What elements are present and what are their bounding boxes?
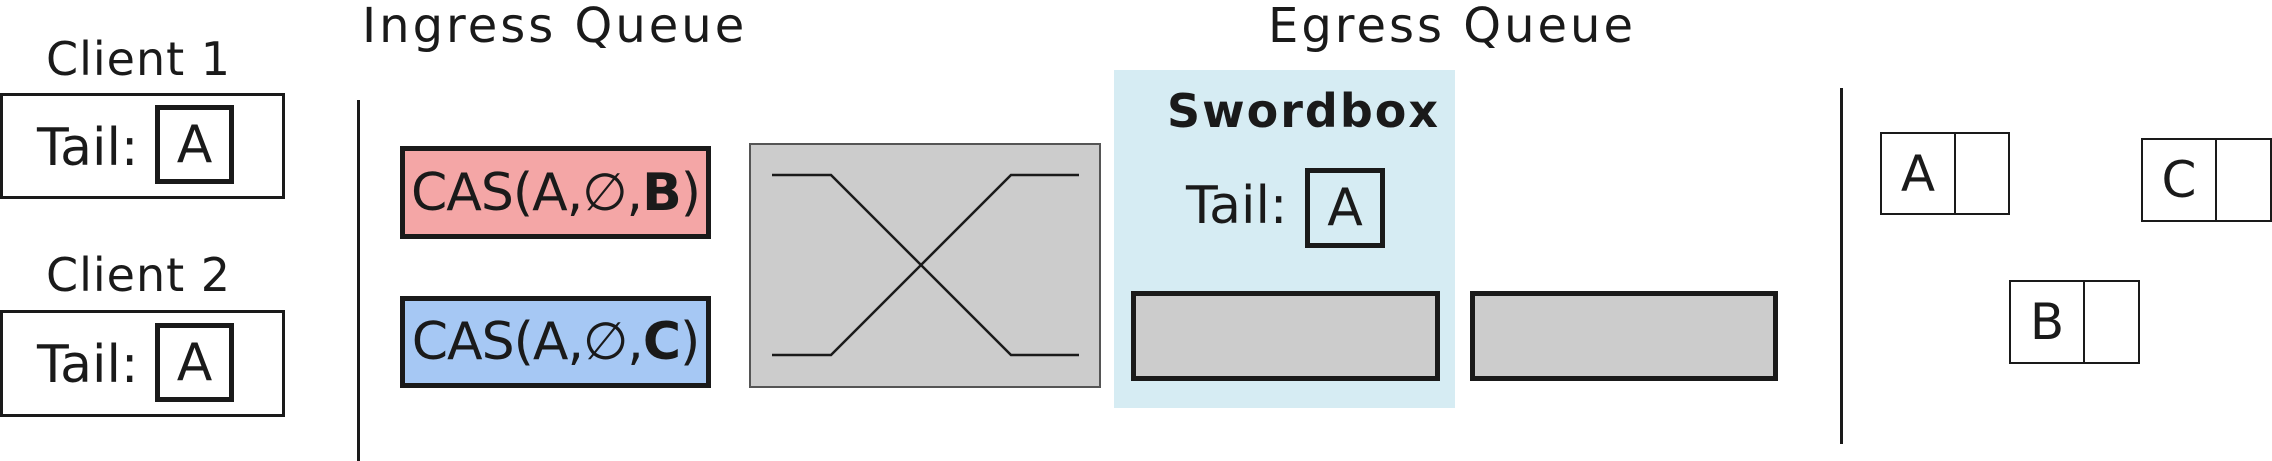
cas-request-c-suffix: ) — [679, 312, 700, 372]
ingress-queue-heading: Ingress Queue — [362, 0, 748, 54]
ingress-divider-line — [357, 100, 360, 461]
cas-request-b: CAS(A,∅, B) — [400, 146, 711, 239]
egress-queue-heading: Egress Queue — [1268, 0, 1636, 54]
client-1-tail-value: A — [155, 105, 234, 184]
cas-request-c-arg: C — [642, 312, 681, 372]
swordbox-queue-slot — [1131, 291, 1440, 381]
swordbox-tail-value: A — [1305, 168, 1385, 248]
client-1-label: Client 1 — [46, 32, 232, 86]
cas-request-b-prefix: CAS(A,∅, — [410, 162, 643, 223]
list-node-b: B — [2009, 280, 2140, 364]
swordbox-tail-label: Tail: — [1186, 176, 1288, 236]
client-2-tail-label: Tail: — [37, 335, 139, 395]
list-node-c-value: C — [2161, 151, 2197, 209]
client-2-label: Client 2 — [46, 248, 232, 302]
list-node-a: A — [1880, 132, 2010, 215]
list-node-a-pointer — [1954, 134, 2008, 213]
egress-queue-slot — [1470, 291, 1778, 381]
cas-request-c: CAS(A,∅, C) — [400, 296, 711, 388]
crossbar-path-top-to-bottom — [772, 173, 1079, 357]
list-node-a-value: A — [1900, 144, 1936, 203]
client-2-tail-value: A — [155, 323, 234, 402]
crossbar-switch — [749, 143, 1101, 388]
client-2-box: Tail: A — [0, 310, 285, 417]
client-1-tail-label: Tail: — [37, 118, 139, 178]
storage-divider-line — [1840, 88, 1843, 444]
list-node-c: C — [2141, 138, 2272, 222]
swordbox-title: Swordbox — [1167, 84, 1441, 138]
crossbar-path-bottom-to-top — [772, 173, 1079, 357]
crossbar-lines — [772, 173, 1079, 357]
client-1-box: Tail: A — [0, 93, 285, 199]
cas-request-c-prefix: CAS(A,∅, — [411, 312, 644, 372]
swordbox-panel: Swordbox Tail: A — [1114, 70, 1455, 408]
cas-request-b-suffix: ) — [680, 162, 701, 223]
list-node-c-pointer — [2215, 140, 2270, 220]
cas-request-b-arg: B — [642, 162, 682, 223]
list-node-b-pointer — [2083, 282, 2138, 362]
list-node-b-value: B — [2029, 293, 2065, 351]
